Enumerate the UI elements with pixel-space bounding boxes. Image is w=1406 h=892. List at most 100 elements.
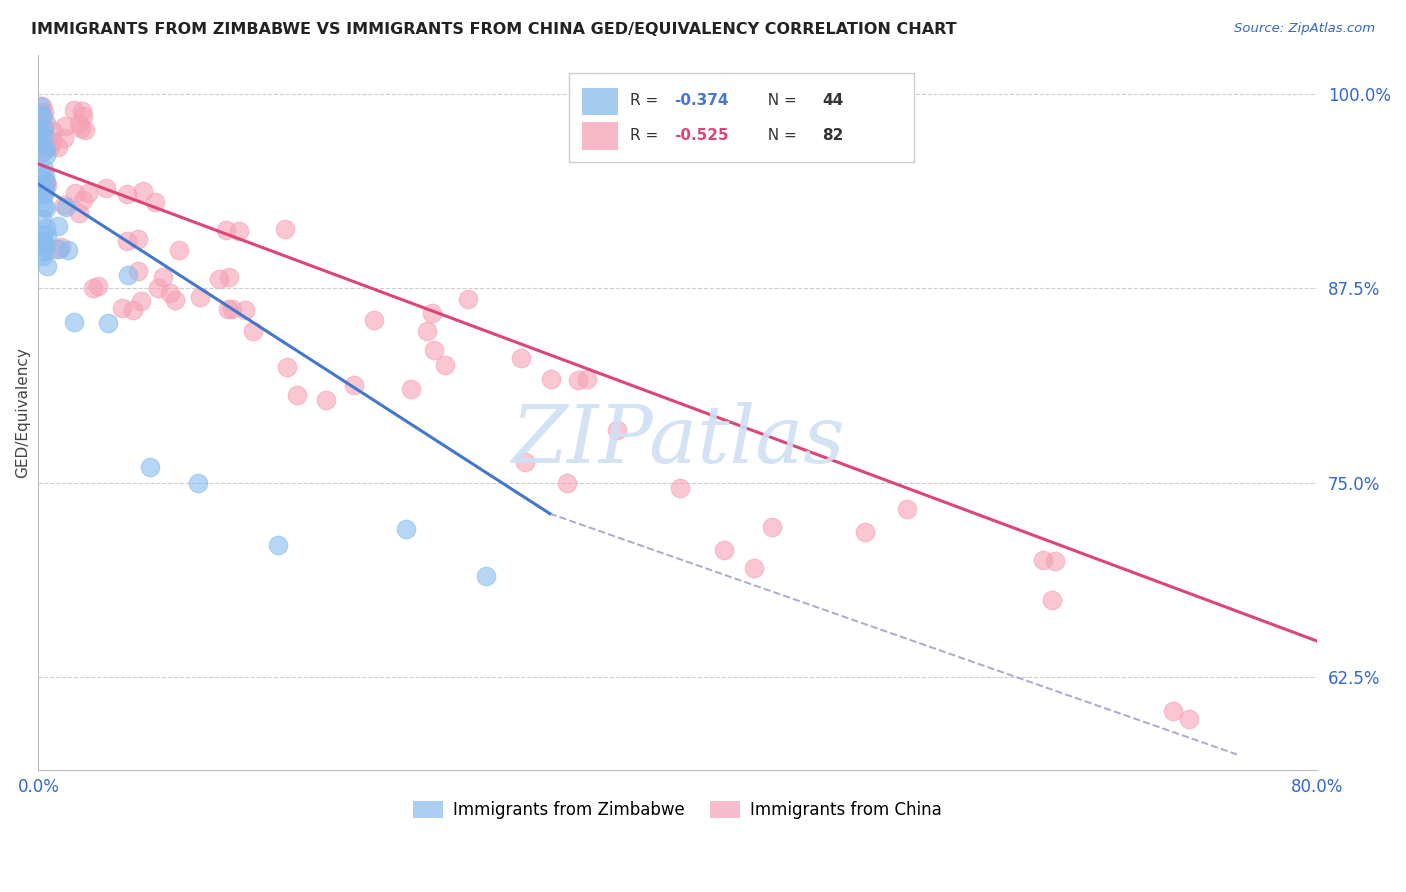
Point	[34, 168, 56, 182]
Point	[32, 228, 55, 243]
Point	[31, 249, 53, 263]
Point	[72, 109, 94, 123]
Point	[1042, 593, 1064, 607]
Point	[35, 178, 58, 193]
Point	[82, 281, 104, 295]
Point	[267, 538, 290, 552]
Point	[1032, 553, 1054, 567]
Point	[221, 302, 243, 317]
Point	[139, 459, 162, 474]
Point	[32, 120, 55, 135]
Point	[228, 224, 250, 238]
Point	[97, 317, 120, 331]
Point	[32, 105, 55, 120]
Point	[35, 259, 58, 273]
Point	[35, 175, 58, 189]
Point	[576, 372, 599, 386]
Point	[132, 184, 155, 198]
Point	[557, 475, 579, 490]
Point	[606, 423, 628, 437]
Point	[56, 243, 79, 257]
Point	[315, 392, 337, 407]
Point	[416, 324, 439, 338]
Point	[117, 186, 139, 201]
Point	[540, 372, 562, 386]
FancyBboxPatch shape	[582, 122, 617, 150]
Point	[515, 455, 537, 469]
Point	[46, 140, 69, 154]
Point	[742, 560, 765, 574]
Point	[77, 186, 100, 201]
Point	[167, 243, 190, 257]
Point	[423, 343, 446, 357]
Text: ZIPatlas: ZIPatlas	[510, 402, 845, 480]
Point	[35, 227, 58, 242]
Point	[28, 99, 51, 113]
Point	[27, 237, 49, 252]
Point	[67, 205, 90, 219]
Point	[46, 219, 69, 233]
Point	[713, 542, 735, 557]
Point	[399, 383, 422, 397]
Point	[457, 292, 479, 306]
Point	[35, 221, 58, 235]
Point	[32, 244, 55, 259]
Point	[187, 475, 209, 490]
Point	[55, 200, 77, 214]
Point	[32, 161, 55, 176]
Point	[218, 269, 240, 284]
Point	[117, 234, 139, 248]
Point	[48, 242, 70, 256]
Point	[45, 243, 67, 257]
Point	[31, 99, 53, 113]
Point	[896, 502, 918, 516]
Point	[31, 211, 53, 226]
Point	[148, 281, 170, 295]
Point	[35, 148, 58, 162]
Point	[669, 481, 692, 495]
FancyBboxPatch shape	[569, 73, 914, 162]
Point	[420, 305, 443, 319]
Point	[188, 289, 211, 303]
Point	[96, 181, 118, 195]
Point	[165, 293, 187, 307]
Point	[34, 182, 56, 196]
Text: R =: R =	[630, 94, 664, 109]
Point	[363, 312, 385, 326]
Text: -0.525: -0.525	[673, 128, 728, 143]
Point	[276, 359, 298, 374]
Point	[853, 524, 876, 539]
Point	[34, 240, 56, 254]
Point	[233, 303, 256, 318]
Point	[117, 268, 139, 282]
Point	[35, 141, 58, 155]
Point	[32, 145, 55, 159]
Point	[72, 193, 94, 207]
Point	[35, 175, 58, 189]
Point	[343, 378, 366, 392]
Text: -0.374: -0.374	[673, 94, 728, 109]
Point	[31, 145, 53, 159]
Point	[30, 126, 52, 140]
Point	[1161, 704, 1184, 718]
Point	[395, 522, 418, 536]
Point	[53, 119, 76, 133]
Point	[285, 387, 308, 401]
Point	[434, 358, 457, 372]
Point	[761, 520, 783, 534]
Text: IMMIGRANTS FROM ZIMBABWE VS IMMIGRANTS FROM CHINA GED/EQUIVALENCY CORRELATION CH: IMMIGRANTS FROM ZIMBABWE VS IMMIGRANTS F…	[31, 22, 956, 37]
Point	[1178, 712, 1201, 726]
Point	[1045, 554, 1067, 568]
Point	[32, 200, 55, 214]
Point	[62, 315, 84, 329]
Point	[32, 186, 55, 200]
Point	[509, 351, 531, 365]
Text: 44: 44	[823, 94, 844, 109]
Y-axis label: GED/Equivalency: GED/Equivalency	[15, 347, 30, 478]
Point	[52, 198, 75, 212]
Point	[30, 169, 52, 183]
Point	[143, 194, 166, 209]
Point	[35, 115, 58, 129]
Point	[73, 123, 96, 137]
Point	[69, 120, 91, 135]
